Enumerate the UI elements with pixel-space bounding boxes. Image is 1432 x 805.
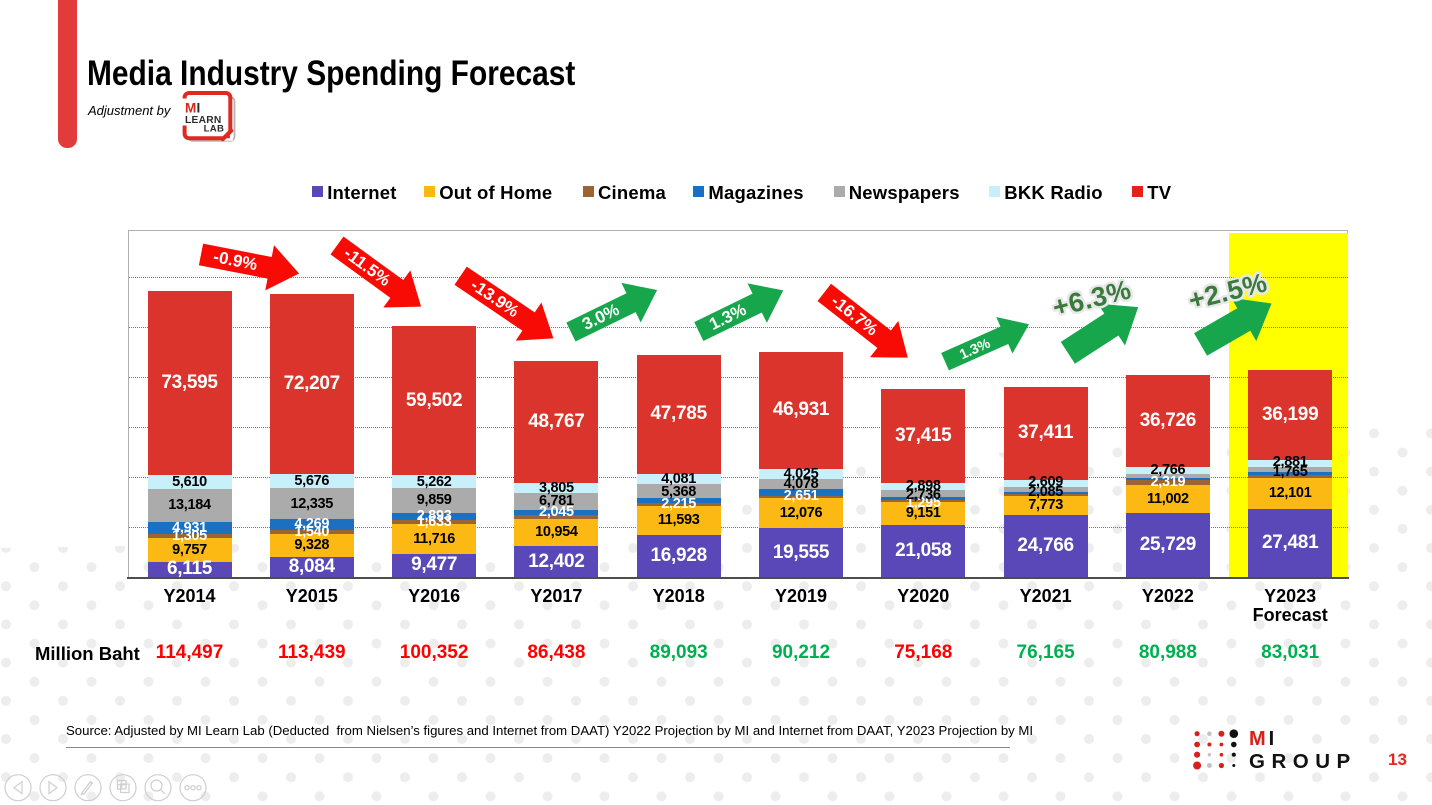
svg-text:LAB: LAB	[204, 123, 225, 134]
svg-text:LEARN: LEARN	[185, 115, 222, 126]
svg-text:MI: MI	[185, 101, 201, 116]
svg-text:GROUP: GROUP	[1249, 750, 1357, 773]
svg-text:MI: MI	[1249, 728, 1277, 750]
